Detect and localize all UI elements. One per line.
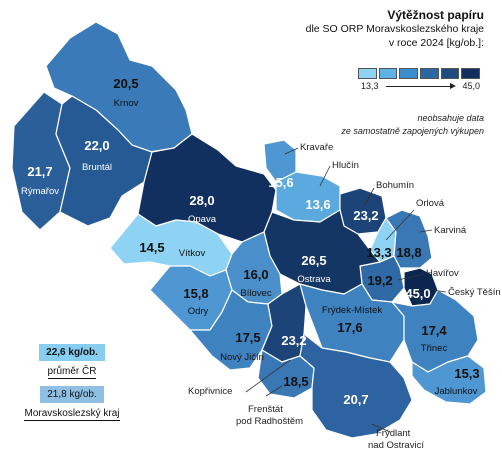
ext-label-koprivnice: Kopřivnice <box>188 386 232 397</box>
value-bilovec: 16,0 <box>243 267 268 282</box>
name-bilovec: Bílovec <box>240 288 271 299</box>
region-trinec[interactable] <box>391 289 479 373</box>
stat-kraj-value: 21,8 kg/ob. <box>40 386 104 403</box>
value-ceskytesin: 45,0 <box>405 286 430 301</box>
value-krnov: 20,5 <box>113 76 138 91</box>
value-orlova: 13,3 <box>366 245 391 260</box>
ext-label-frenstat-2: pod Radhoštěm <box>236 416 303 427</box>
stat-kraj-label: Moravskoslezský kraj <box>24 408 120 421</box>
name-krnov: Krnov <box>114 98 139 109</box>
region-ostrava[interactable] <box>263 209 381 295</box>
stat-cr: 22,6 kg/ob. průměr ČR <box>32 342 112 379</box>
stat-kraj: 21,8 kg/ob. Moravskoslezský kraj <box>22 384 122 421</box>
leader-karvina <box>419 229 433 233</box>
scale-arrow-icon <box>386 83 456 89</box>
leader-hlucin <box>319 165 331 187</box>
map-title-block: Výtěžnost papíru dle SO ORP Moravskoslez… <box>306 8 484 50</box>
scale-swatch-6 <box>461 68 481 79</box>
scale-swatches <box>358 68 481 79</box>
ext-label-bohumin: Bohumín <box>376 180 414 191</box>
name-novyjicin: Nový Jičín <box>220 352 264 363</box>
name-odry: Odry <box>188 306 209 317</box>
ext-label-hlucin: Hlučín <box>332 160 359 171</box>
color-scale-legend: 13,3 45,0 <box>358 68 481 95</box>
data-note: neobsahuje data ze samostatně zapojených… <box>341 112 484 138</box>
region-bruntal[interactable] <box>55 95 153 227</box>
scale-labels: 13,3 45,0 <box>358 81 480 95</box>
name-opava: Opava <box>188 214 217 225</box>
scale-swatch-4 <box>420 68 439 79</box>
region-frydlant[interactable] <box>299 333 413 439</box>
name-bruntal: Bruntál <box>82 162 112 173</box>
scale-min-label: 13,3 <box>361 81 379 91</box>
ext-label-frenstat-1: Frenštát <box>248 404 283 415</box>
ext-label-havirov: Havířov <box>426 268 459 279</box>
value-odry: 15,8 <box>183 286 208 301</box>
value-havirov: 19,2 <box>367 273 392 288</box>
value-frydekmistek: 17,6 <box>337 320 362 335</box>
name-vitkov: Vítkov <box>179 248 206 259</box>
value-opava: 28,0 <box>189 193 214 208</box>
data-note-line-2: ze samostatně zapojených výkupen <box>341 126 484 136</box>
ext-label-kravare: Kravaře <box>300 142 333 153</box>
value-bohumin: 23,2 <box>353 208 378 223</box>
leader-ceskytesin <box>431 289 447 293</box>
ext-label-orlova: Orlová <box>416 198 445 209</box>
value-frenstat: 18,5 <box>283 374 308 389</box>
name-frydekmistek: Frýdek-Místek <box>322 305 382 316</box>
data-note-line-1: neobsahuje data <box>417 113 484 123</box>
value-kravare: 15,6 <box>268 175 293 190</box>
value-frydlant: 20,7 <box>343 392 368 407</box>
value-ostrava: 26,5 <box>301 253 326 268</box>
ext-label-ceskytesin: Český Těšín <box>448 287 501 298</box>
map-subtitle-1: dle SO ORP Moravskoslezského kraje <box>305 23 484 35</box>
name-trinec: Třinec <box>421 343 448 354</box>
value-trinec: 17,4 <box>421 323 447 338</box>
leader-koprivnice <box>245 359 291 393</box>
map-title: Výtěžnost papíru <box>387 8 484 22</box>
leader-orlova <box>385 209 415 241</box>
ext-label-karvina: Karviná <box>434 225 467 236</box>
stat-cr-label: průměr ČR <box>47 366 97 379</box>
value-hlucin: 13,6 <box>305 197 330 212</box>
ext-label-frydlant-1: Frýdlant <box>376 428 411 439</box>
scale-max-label: 45,0 <box>462 81 480 91</box>
stat-cr-value: 22,6 kg/ob. <box>39 344 105 361</box>
leader-havirov <box>397 273 425 281</box>
map-subtitle-2: v roce 2024 [kg/ob.]: <box>388 37 484 49</box>
name-rymarov: Rýmařov <box>21 186 59 197</box>
value-koprivnice: 23,2 <box>281 333 306 348</box>
value-karvina: 18,8 <box>396 245 421 260</box>
name-jablunkov: Jablunkov <box>435 386 478 397</box>
leader-bohumin <box>363 187 375 207</box>
leader-frenstat <box>265 385 283 397</box>
scale-swatch-1 <box>358 68 377 79</box>
scale-swatch-5 <box>440 68 460 79</box>
value-novyjicin: 17,5 <box>235 330 260 345</box>
value-bruntal: 22,0 <box>84 138 109 153</box>
ext-label-frydlant-2: nad Ostravicí <box>368 440 424 451</box>
value-vitkov: 14,5 <box>139 240 164 255</box>
scale-swatch-2 <box>378 68 398 79</box>
value-jablunkov: 15,3 <box>454 366 479 381</box>
name-ostrava: Ostrava <box>297 274 331 285</box>
scale-swatch-3 <box>399 68 419 79</box>
leader-frydlant <box>371 423 391 433</box>
value-rymarov: 21,7 <box>27 164 52 179</box>
leader-kravare <box>284 147 299 155</box>
region-jablunkov[interactable] <box>411 355 487 405</box>
